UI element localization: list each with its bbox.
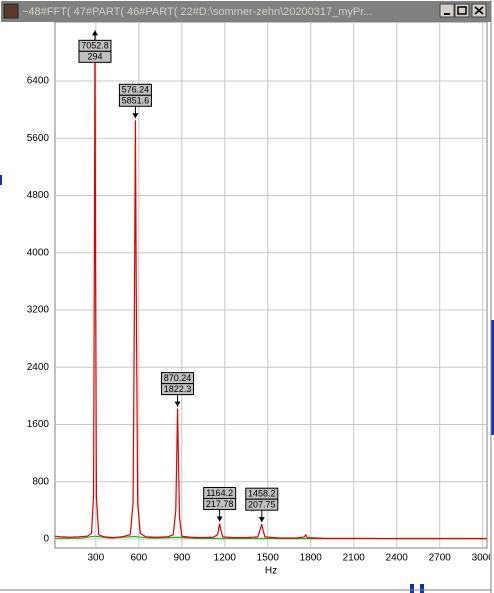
- x-axis-label: Hz: [265, 566, 277, 577]
- labels: 0 800 1600 2400 3200 4000 4800 5600 6400 300 600 90…: [27, 30, 494, 564]
- annotation-label: 5851.6: [122, 96, 150, 106]
- maximize-button[interactable]: [454, 3, 470, 18]
- annotation-label: 870.24: [164, 373, 192, 383]
- x-tick-label: 1200: [214, 553, 237, 564]
- y-tick-label: 3200: [27, 305, 50, 316]
- annotation-label: 294: [87, 52, 102, 62]
- annotation-arrowhead: [132, 113, 139, 119]
- y-tick-label: 0: [43, 534, 49, 545]
- y-tick-label: 6400: [27, 76, 50, 87]
- annotation-label: 217.78: [206, 499, 234, 509]
- x-tick-label: 600: [130, 553, 147, 564]
- annotation-arrowhead: [258, 517, 265, 523]
- annotation-box: [118, 94, 152, 107]
- bg-mark: [0, 175, 2, 185]
- annotation-label: 1822.3: [164, 384, 192, 394]
- title-bar: [1, 1, 491, 22]
- window-icon: [3, 3, 19, 19]
- maximize-glyph: [457, 6, 467, 15]
- y-tick-label: 4800: [27, 190, 50, 201]
- window-title: ~48#FFT( 47#PART( 46#PART( 22#D:\sommer-…: [22, 6, 372, 18]
- annotation-label: 1458.2: [248, 489, 276, 499]
- annotation-arrowhead: [174, 401, 181, 407]
- plot-area: [54, 21, 488, 549]
- annotation-box: [245, 498, 279, 511]
- minimize-button[interactable]: [439, 3, 455, 18]
- annotation-box: [78, 50, 112, 63]
- x-tick-label: 3000: [472, 553, 494, 564]
- annotation-box: [161, 383, 195, 396]
- annotation-arrowhead: [91, 30, 98, 36]
- x-tick-label: 900: [173, 553, 190, 564]
- x-tick-label: 2100: [343, 553, 366, 564]
- x-tick-label: 1500: [257, 553, 280, 564]
- y-tick-label: 5600: [27, 133, 50, 144]
- x-tick-label: 1800: [300, 553, 323, 564]
- annotation-label: 207.75: [248, 500, 276, 510]
- annotation-arrowhead: [216, 516, 223, 522]
- annotation-label: 7052.8: [81, 41, 109, 51]
- y-tick-label: 4000: [27, 247, 50, 258]
- x-tick-label: 300: [87, 553, 104, 564]
- bg-mark: [420, 584, 424, 593]
- x-tick-label: 2400: [386, 553, 409, 564]
- annotation-label: 1164.2: [206, 488, 233, 498]
- bg-mark: [491, 320, 494, 435]
- y-tick-label: 1600: [27, 419, 50, 430]
- annotation-label: 576.24: [122, 85, 150, 95]
- annotation-box: [203, 497, 237, 510]
- bg-mark: [410, 584, 414, 593]
- plot: [55, 34, 487, 540]
- y-tick-label: 2400: [27, 362, 50, 373]
- close-glyph: [474, 6, 484, 15]
- y-tick-label: 800: [32, 476, 49, 487]
- window-buttons: [439, 3, 487, 18]
- spectrum-line: [55, 34, 487, 540]
- x-tick-label: 2700: [429, 553, 452, 564]
